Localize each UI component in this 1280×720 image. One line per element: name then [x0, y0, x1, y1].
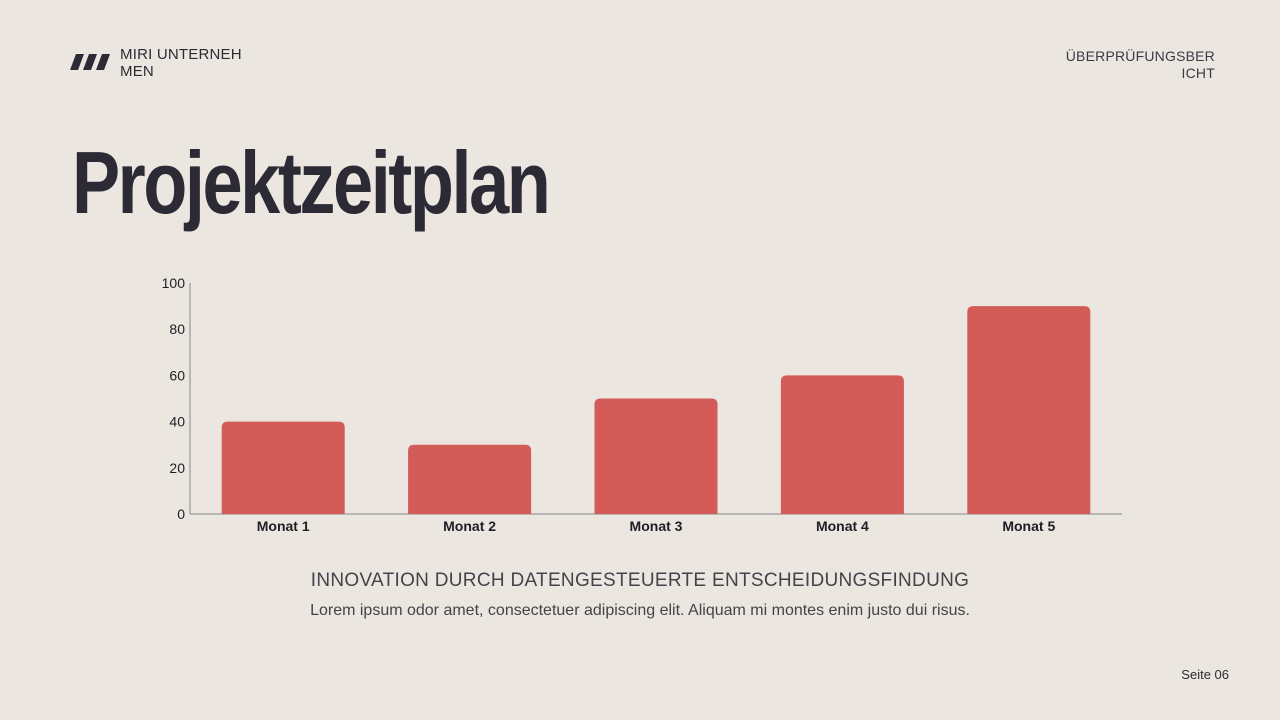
x-category-label: Monat 3: [630, 518, 683, 534]
page-title: Projektzeitplan: [72, 133, 551, 232]
x-category-label: Monat 1: [257, 518, 310, 534]
y-tick-label: 60: [169, 367, 185, 383]
x-category-label: Monat 2: [443, 518, 496, 534]
bar-1: [221, 421, 345, 514]
chart-description: Lorem ipsum odor amet, consectetuer adip…: [310, 602, 970, 619]
y-tick-label: 0: [177, 506, 185, 522]
report-label: ÜBERPRÜFUNGSBERICHT: [1065, 48, 1215, 81]
y-tick-label: 80: [169, 321, 185, 337]
bar-2: [408, 444, 532, 514]
x-category-label: Monat 5: [1002, 518, 1055, 534]
bar-4: [780, 375, 904, 514]
company-logo: MIRI UNTERNEHMEN: [70, 46, 248, 80]
page-number: Seite 06: [1181, 667, 1229, 682]
chart-subheading: INNOVATION DURCH DATENGESTEUERTE ENTSCHE…: [310, 570, 970, 591]
bar-3: [594, 398, 718, 514]
y-tick-label: 40: [169, 414, 185, 430]
company-name: MIRI UNTERNEHMEN: [120, 46, 242, 80]
bar-5: [967, 306, 1091, 514]
y-tick-label: 20: [169, 460, 185, 476]
y-tick-label: 100: [162, 275, 186, 291]
stripes-logo-icon: [70, 54, 110, 70]
x-category-label: Monat 4: [816, 518, 869, 534]
